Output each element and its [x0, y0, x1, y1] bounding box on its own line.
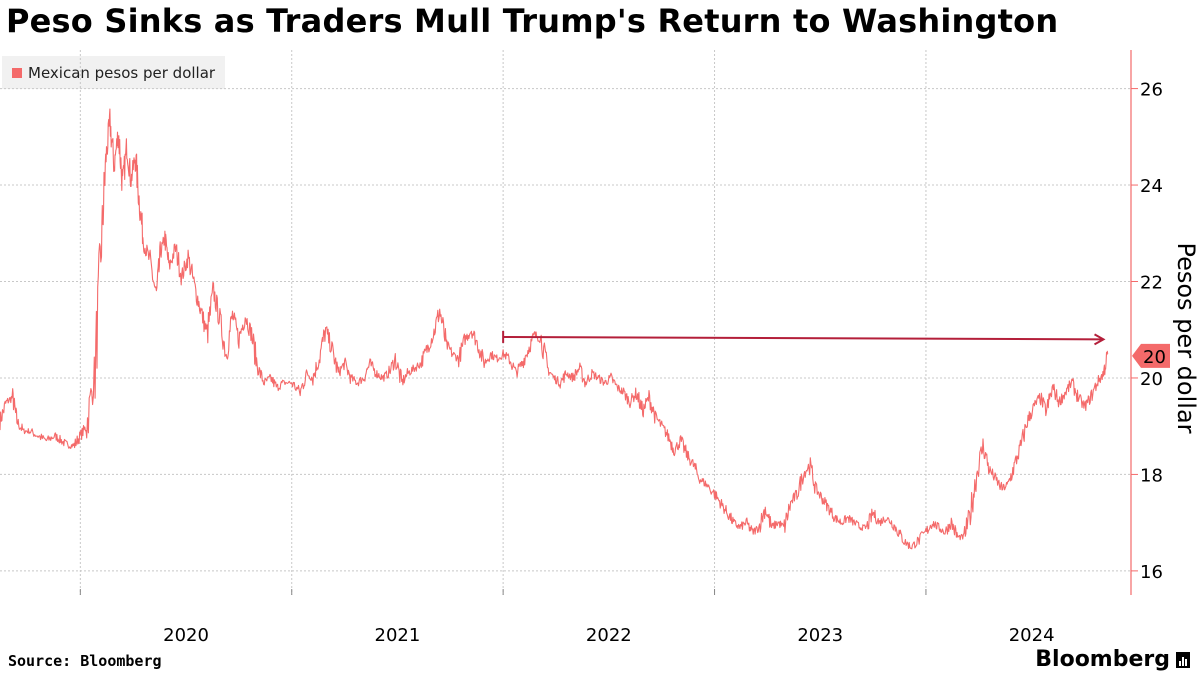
x-gridlines: [79, 50, 927, 595]
y-tick-label: 16: [1140, 562, 1163, 583]
source-note: Source: Bloomberg: [8, 652, 162, 670]
y-tick-label: 26: [1140, 80, 1163, 101]
brand-logo: Bloomberg: [1035, 647, 1190, 672]
legend-swatch: [12, 67, 22, 78]
y-tick-label: 20: [1140, 369, 1163, 390]
terminal-icon: [1176, 651, 1190, 668]
series-line-mexican-pesos: [0, 108, 1109, 550]
y-axis: 16 18 20 22 24 26 20: [1130, 50, 1170, 595]
chart-title: Peso Sinks as Traders Mull Trump's Retur…: [6, 2, 1059, 40]
y-tick-label: 22: [1140, 273, 1163, 294]
latest-value-label: 20: [1143, 347, 1166, 368]
latest-value-badge: [1132, 343, 1170, 368]
x-tick-label: 2020: [163, 625, 209, 646]
y-gridlines: [0, 88, 1131, 572]
x-tick-label: 2022: [586, 625, 632, 646]
legend: Mexican pesos per dollar: [2, 56, 226, 89]
brand-name: Bloomberg: [1035, 647, 1170, 672]
x-tick-label: 2023: [797, 625, 843, 646]
x-tick-label: 2024: [1009, 625, 1055, 646]
annotation-group: [502, 330, 1103, 343]
series-group: [0, 108, 1109, 550]
y-tick-label: 24: [1140, 176, 1163, 197]
x-tick-label: 2021: [375, 625, 421, 646]
y-axis-title: Pesos per dollar: [1172, 242, 1200, 433]
y-tick-label: 18: [1140, 465, 1163, 486]
annotation-arrow: [503, 337, 1103, 339]
x-axis: 2020 2021 2022 2023 2024: [79, 589, 1055, 646]
legend-label: Mexican pesos per dollar: [28, 63, 216, 82]
